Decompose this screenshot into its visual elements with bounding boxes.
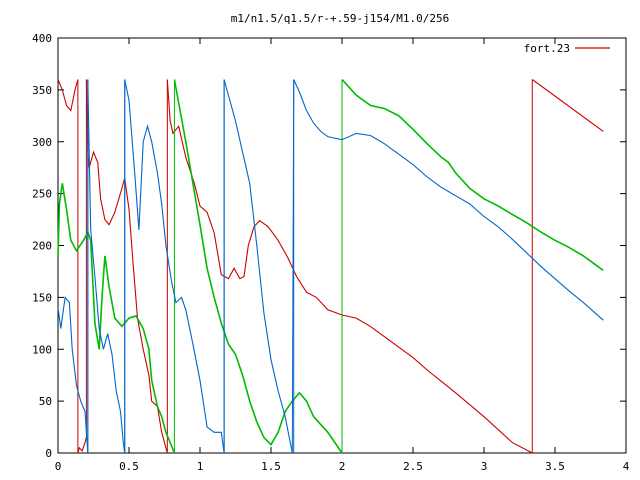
legend-label: fort.23	[524, 42, 570, 55]
y-tick-label: 400	[32, 32, 52, 45]
series-0-segment-3	[166, 79, 533, 454]
legend: fort.23	[524, 42, 610, 55]
chart-title: m1/n1.5/q1.5/r-+.59-j154/M1.0/256	[231, 12, 450, 25]
series-0-segment-1	[77, 437, 87, 454]
x-axis: 0 0.5 1 1.5 2 2.5 3 3.5 4	[55, 38, 630, 473]
y-tick-label: 50	[39, 395, 52, 408]
x-tick-label: 4	[623, 460, 630, 473]
series-2-segment-1	[87, 79, 126, 454]
series-1-segment-0	[57, 183, 176, 454]
series-2-segment-4	[293, 79, 604, 321]
y-tick-label: 0	[45, 447, 52, 460]
y-axis: 0 50 100 150 200 250 300 350 400	[32, 32, 626, 460]
series-0-segment-4	[531, 79, 604, 132]
x-tick-label: 1	[197, 460, 204, 473]
y-tick-label: 250	[32, 188, 52, 201]
x-tick-label: 0	[55, 460, 62, 473]
x-tick-label: 3.5	[545, 460, 565, 473]
y-tick-label: 200	[32, 240, 52, 253]
y-tick-label: 150	[32, 291, 52, 304]
x-tick-label: 2	[339, 460, 346, 473]
series-1-segment-2	[341, 78, 604, 272]
x-tick-label: 3	[481, 460, 488, 473]
x-tick-label: 2.5	[403, 460, 423, 473]
series-1-segment-1	[173, 79, 343, 454]
series-2-segment-2	[124, 79, 225, 454]
series-2-segment-3	[223, 79, 293, 454]
series-0-segment-0	[57, 79, 79, 112]
series-2-segment-0	[57, 296, 89, 454]
x-tick-label: 0.5	[119, 460, 139, 473]
y-tick-label: 100	[32, 343, 52, 356]
series-group	[57, 78, 604, 454]
x-tick-label: 1.5	[261, 460, 281, 473]
y-tick-label: 300	[32, 136, 52, 149]
y-tick-label: 350	[32, 84, 52, 97]
